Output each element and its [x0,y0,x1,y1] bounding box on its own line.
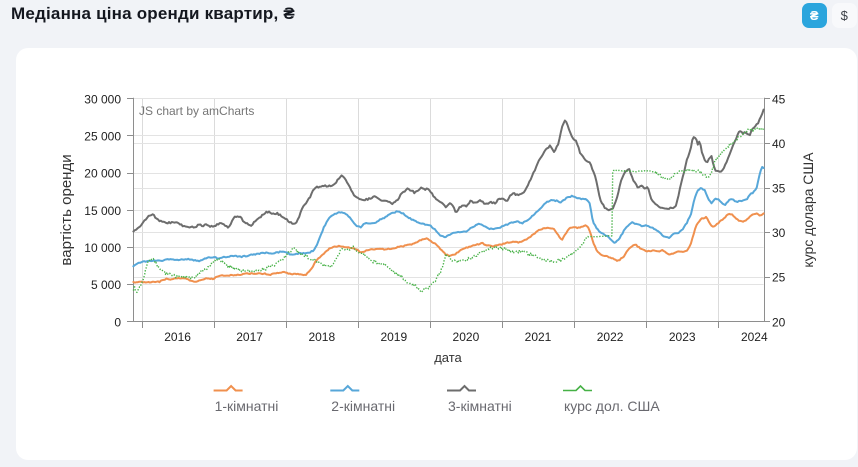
svg-text:25 000: 25 000 [84,130,121,144]
svg-text:10 000: 10 000 [84,241,121,255]
svg-text:2024: 2024 [741,330,768,344]
svg-text:0: 0 [114,315,121,329]
svg-text:курс долара США: курс долара США [800,152,816,268]
svg-text:30: 30 [772,226,786,240]
svg-text:40: 40 [772,137,786,151]
svg-text:1-кімнатні: 1-кімнатні [215,398,279,414]
svg-text:2-кімнатні: 2-кімнатні [331,398,395,414]
svg-text:5 000: 5 000 [91,278,121,292]
svg-text:2018: 2018 [308,330,335,344]
svg-text:JS chart by amCharts: JS chart by amCharts [139,104,254,118]
svg-text:15 000: 15 000 [84,204,121,218]
svg-text:20: 20 [772,315,786,329]
svg-text:3-кімнатні: 3-кімнатні [448,398,512,414]
svg-text:2019: 2019 [380,330,407,344]
svg-text:дата: дата [434,350,462,365]
svg-text:25: 25 [772,271,786,285]
svg-text:2021: 2021 [525,330,552,344]
svg-text:2023: 2023 [669,330,696,344]
svg-text:курс дол. США: курс дол. США [564,398,660,414]
svg-text:45: 45 [772,92,786,106]
svg-text:30 000: 30 000 [84,92,121,106]
svg-text:2022: 2022 [597,330,624,344]
svg-text:20 000: 20 000 [84,167,121,181]
svg-text:вартість оренди: вартість оренди [58,154,75,265]
svg-text:2016: 2016 [164,330,191,344]
svg-text:35: 35 [772,182,786,196]
svg-text:2020: 2020 [453,330,480,344]
svg-text:2017: 2017 [236,330,263,344]
